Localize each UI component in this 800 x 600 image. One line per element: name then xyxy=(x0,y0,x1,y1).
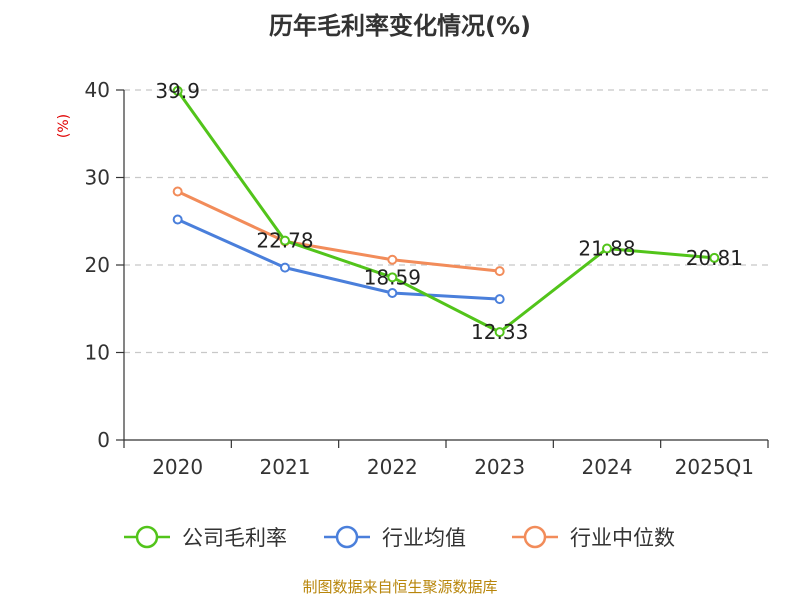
x-tick-label: 2020 xyxy=(152,455,203,479)
axes: 0 10 20 30 40 2020 2021 2022 2023 2024 2025Q1 xyxy=(85,78,769,479)
data-label: 12.33 xyxy=(471,320,528,344)
x-tick-label: 2025Q1 xyxy=(675,455,754,479)
legend-item: 公司毛利率 xyxy=(124,525,287,550)
series-line xyxy=(177,190,500,273)
legend-marker xyxy=(523,525,547,549)
legend-label: 行业中位数 xyxy=(570,526,675,550)
legend-label: 公司毛利率 xyxy=(182,526,287,550)
series-2 xyxy=(172,214,505,305)
y-axis-label: (%) xyxy=(56,114,72,138)
legend-item: 行业均值 xyxy=(324,525,466,550)
series-line xyxy=(177,218,500,301)
y-tick-label: 40 xyxy=(85,78,110,102)
data-point xyxy=(494,266,505,277)
y-tick-label: 30 xyxy=(85,166,110,190)
legend-marker xyxy=(135,525,159,549)
data-point xyxy=(494,294,505,305)
data-point xyxy=(494,327,505,338)
data-point xyxy=(280,235,290,246)
x-tick-label: 2022 xyxy=(367,455,418,479)
data-point xyxy=(387,272,398,283)
x-tick-label: 2021 xyxy=(260,455,311,479)
source-note: 制图数据来自恒生聚源数据库 xyxy=(302,578,497,596)
data-label: 39.9 xyxy=(155,79,200,103)
data-point xyxy=(709,252,720,263)
data-label: 21.88 xyxy=(578,237,635,261)
series-layer: 39.9 22.78 18.59 12.33 21.88 20.81 xyxy=(155,79,743,344)
legend-label: 行业均值 xyxy=(382,526,466,550)
data-point xyxy=(387,288,398,298)
data-point xyxy=(602,243,612,254)
legend-marker xyxy=(335,525,359,549)
data-point xyxy=(172,214,183,225)
series-line xyxy=(176,90,715,334)
data-label: 18.59 xyxy=(364,265,421,289)
y-tick-label: 0 xyxy=(97,428,110,452)
series-3 xyxy=(172,186,505,277)
data-label: 20.81 xyxy=(686,246,743,270)
grid-lines xyxy=(124,89,768,354)
data-point xyxy=(172,85,183,96)
series-1: 39.9 22.78 18.59 12.33 21.88 20.81 xyxy=(155,79,743,344)
data-point xyxy=(387,254,398,265)
x-tick-label: 2024 xyxy=(582,455,633,479)
x-tick-label: 2023 xyxy=(474,455,525,479)
chart-title: 历年毛利率变化情况(%) xyxy=(269,12,531,40)
data-label: 22.78 xyxy=(256,229,313,253)
legend: 公司毛利率 行业均值 行业中位数 xyxy=(124,525,675,550)
y-tick-label: 20 xyxy=(85,253,110,277)
data-point xyxy=(280,262,290,273)
data-point xyxy=(172,186,183,197)
y-tick-label: 10 xyxy=(85,341,110,365)
legend-item: 行业中位数 xyxy=(512,525,675,550)
